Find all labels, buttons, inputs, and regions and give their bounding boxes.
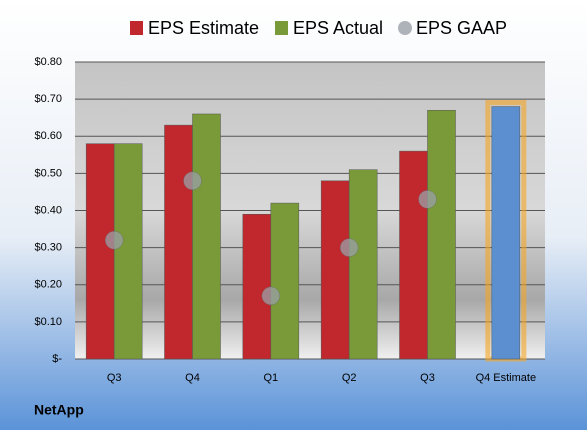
y-tick-label: $0.80 [34, 56, 62, 68]
y-tick-label: $0.10 [34, 316, 62, 328]
x-tick-label: Q1 [263, 372, 278, 384]
y-tick-label: $0.70 [34, 93, 62, 105]
legend-marker [275, 21, 288, 35]
bar [491, 106, 521, 360]
bar [348, 169, 378, 360]
gaap-marker [339, 238, 359, 257]
x-tick-label: Q4 Estimate [476, 372, 537, 384]
legend-label: EPS Estimate [148, 18, 259, 38]
gaap-marker [418, 190, 437, 209]
x-tick-label: Q3 [107, 372, 122, 384]
footer: NetApp [34, 402, 84, 418]
legend-marker [130, 21, 143, 35]
gaap-marker [261, 286, 281, 306]
x-tick-label: Q2 [342, 372, 357, 384]
y-tick-label: $0.60 [34, 130, 62, 142]
gaap-marker [183, 171, 202, 191]
x-tick-label: Q4 [185, 372, 200, 384]
gaap-marker [104, 230, 124, 250]
bar [164, 124, 193, 360]
bar [242, 213, 272, 360]
legend-label: EPS GAAP [416, 18, 507, 38]
bar [270, 202, 300, 360]
y-tick-label: $- [52, 353, 62, 365]
y-tick-label: $0.50 [34, 167, 62, 179]
legend-marker [398, 21, 412, 35]
legend-label: EPS Actual [293, 18, 383, 38]
bar [192, 113, 221, 360]
x-tick-label: Q3 [420, 372, 435, 384]
bar [85, 143, 115, 360]
y-tick-label: $0.30 [34, 242, 62, 254]
bar [113, 143, 143, 360]
bar [427, 110, 456, 360]
bar [399, 150, 428, 360]
y-tick-label: $0.20 [34, 279, 62, 291]
y-tick-label: $0.40 [34, 204, 62, 216]
bar [320, 180, 350, 360]
